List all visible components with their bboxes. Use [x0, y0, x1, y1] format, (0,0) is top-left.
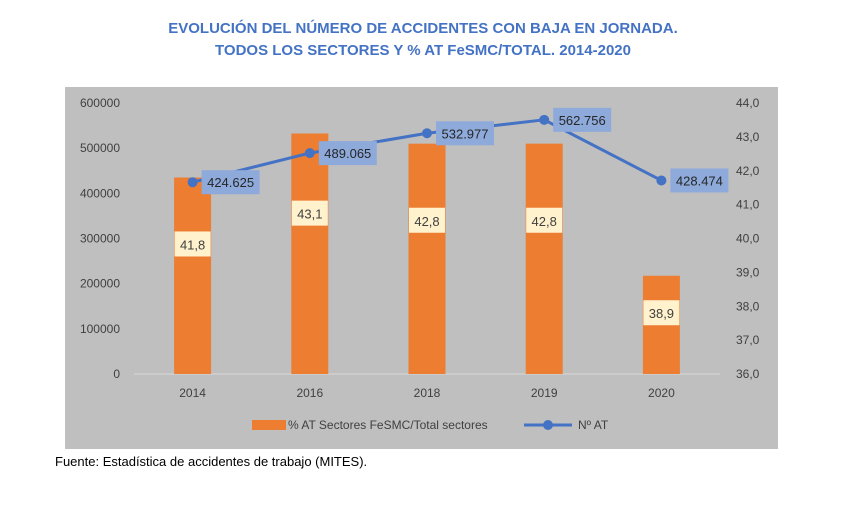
- right-tick-label: 37,0: [736, 333, 760, 347]
- line-point: [304, 148, 315, 159]
- left-tick-label: 500000: [80, 141, 120, 155]
- right-tick-label: 36,0: [736, 367, 760, 381]
- bar-data-label: 42,8: [532, 214, 557, 229]
- line-point: [539, 114, 550, 125]
- line-label-box: [553, 107, 612, 132]
- legend-label-bars: % AT Sectores FeSMC/Total sectores: [288, 418, 488, 432]
- legend-swatch-bars: [252, 420, 286, 430]
- line-label-box: [670, 168, 729, 193]
- right-tick-label: 44,0: [736, 96, 760, 110]
- left-tick-label: 100000: [80, 322, 120, 336]
- left-axis-ticks: 0 100000 200000 300000 400000 500000 600000: [80, 96, 120, 381]
- x-tick-label: 2019: [531, 386, 558, 400]
- bar: [291, 133, 329, 374]
- line-label-box: [318, 141, 377, 166]
- right-tick-label: 39,0: [736, 265, 760, 279]
- bar: [525, 143, 563, 374]
- chart-title-line-1: EVOLUCIÓN DEL NÚMERO DE ACCIDENTES CON B…: [168, 20, 678, 37]
- line-data-label: 424.625: [207, 175, 254, 190]
- line-data-label: 562.756: [559, 113, 606, 128]
- right-tick-label: 43,0: [736, 130, 760, 144]
- right-tick-label: 40,0: [736, 232, 760, 246]
- bar: [174, 177, 212, 374]
- left-tick-label: 600000: [80, 96, 120, 110]
- left-tick-label: 400000: [80, 186, 120, 200]
- bar-data-label: 38,9: [649, 306, 674, 321]
- bar-label-box: [526, 207, 563, 233]
- right-tick-label: 41,0: [736, 198, 760, 212]
- x-axis-ticks: 2014 2016 2018 2019 2020: [179, 386, 675, 400]
- right-tick-label: 42,0: [736, 164, 760, 178]
- left-tick-label: 300000: [80, 232, 120, 246]
- bar-data-label: 43,1: [297, 207, 322, 222]
- line-data-label: 532.977: [442, 126, 489, 141]
- bar-label-box: [409, 207, 445, 233]
- legend-label-line: Nº AT: [578, 418, 609, 432]
- x-tick-label: 2014: [179, 386, 206, 400]
- line-label-box: [436, 121, 494, 146]
- line-series: [187, 114, 667, 188]
- legend: % AT Sectores FeSMC/Total sectores Nº AT: [252, 418, 609, 432]
- bar-label-box: [643, 300, 680, 326]
- line-data-labels: 424.625 489.065 532.977 562.756 428.474: [201, 107, 729, 195]
- line-label-box: [201, 170, 260, 195]
- right-tick-label: 38,0: [736, 299, 760, 313]
- bar-data-label: 41,8: [180, 237, 205, 252]
- right-axis-ticks: 36,0 37,0 38,0 39,0 40,0 41,0 42,0 43,0 44,0: [736, 96, 760, 381]
- line-data-label: 489.065: [324, 146, 371, 161]
- left-tick-label: 0: [113, 367, 120, 381]
- chart-title: EVOLUCIÓN DEL NÚMERO DE ACCIDENTES CON B…: [0, 18, 846, 62]
- line-point: [187, 177, 198, 188]
- line-point: [656, 175, 667, 186]
- line-data-label: 428.474: [676, 173, 723, 188]
- line-point: [422, 128, 432, 139]
- chart-title-line-2: TODOS LOS SECTORES Y % AT FeSMC/TOTAL. 2…: [215, 42, 631, 59]
- bar-label-box: [291, 200, 328, 226]
- bar-label-box: [174, 231, 211, 257]
- left-tick-label: 200000: [80, 277, 120, 291]
- x-tick-label: 2016: [296, 386, 323, 400]
- bar-data-labels: 41,8 43,1 42,8 42,8 38,9: [174, 200, 680, 326]
- bar: [408, 143, 446, 374]
- x-tick-label: 2020: [648, 386, 675, 400]
- bar-data-label: 42,8: [414, 214, 439, 229]
- legend-marker-line: [543, 420, 553, 430]
- x-tick-label: 2018: [414, 386, 441, 400]
- source-note: Fuente: Estadística de accidentes de tra…: [55, 454, 368, 469]
